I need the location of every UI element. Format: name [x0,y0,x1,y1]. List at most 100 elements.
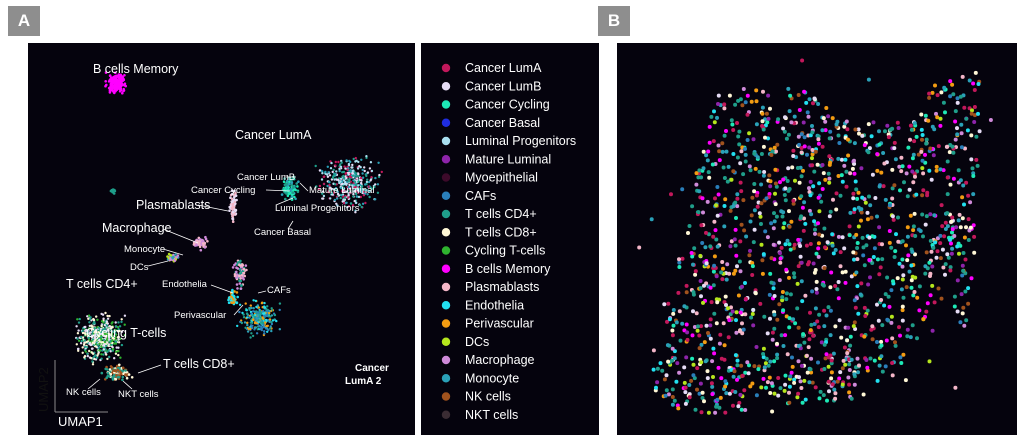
spatial-cell [731,128,736,132]
umap-point [357,180,360,183]
spatial-cell [736,293,741,298]
umap-point [348,191,352,194]
spatial-cell [720,277,725,282]
umap-point [235,301,239,304]
spatial-cell [739,363,744,368]
spatial-cell [860,133,865,138]
umap-point [100,341,104,344]
umap-point [374,176,377,180]
spatial-cell [687,395,692,400]
spatial-cell [700,396,705,400]
umap-point [114,71,117,74]
spatial-cell [777,302,782,307]
umap-point [245,309,248,312]
spatial-cell [670,346,675,351]
spatial-cell [662,302,667,307]
spatial-cell [869,215,874,220]
spatial-cell [805,152,809,157]
spatial-cell [905,194,910,199]
spatial-cell [743,296,748,301]
umap-point [356,172,360,175]
umap-point [121,375,125,379]
spatial-cell [736,98,741,103]
legend-label: Macrophage [465,353,535,367]
leader-line [287,220,294,230]
spatial-cell [899,361,904,365]
spatial-cell [949,251,954,256]
umap-point [251,334,255,338]
spatial-cell [934,168,939,173]
spatial-cell [736,134,741,139]
umap-point [352,169,355,172]
spatial-cell [875,257,880,262]
spatial-cell [826,379,831,384]
umap-point [262,314,266,318]
umap-point [88,321,91,324]
spatial-cell [814,279,819,284]
umap-point [81,346,84,349]
umap-point [235,276,238,279]
umap-point [249,304,252,307]
spatial-cell [786,166,791,171]
spatial-cell [955,132,960,137]
spatial-cell [651,348,656,353]
umap-cluster-label: Luminal Progenitors [275,203,360,214]
umap-point [242,316,246,319]
umap-point [349,202,353,205]
spatial-cell [952,304,957,309]
umap-cluster-label: NK cells [66,387,101,398]
umap-point [287,192,291,196]
umap-point [244,302,247,305]
legend-label: Mature Luminal [465,152,551,166]
spatial-cell [877,272,882,277]
spatial-cell [701,210,705,215]
spatial-cell [864,243,869,248]
umap-point [239,259,242,263]
spatial-cell [691,373,696,378]
umap-point [100,338,103,341]
umap-point [328,174,332,177]
spatial-cell [724,391,729,396]
umap-point [371,187,374,190]
spatial-cell [731,403,735,408]
spatial-cell [867,146,872,151]
umap-point [292,185,295,188]
spatial-cell [802,135,807,140]
spatial-cell [900,264,905,269]
spatial-cell [836,156,841,161]
spatial-cell [723,410,728,415]
umap-point [352,179,355,182]
spatial-cell [949,219,954,224]
spatial-cell [971,81,976,86]
leader-line [162,228,199,244]
umap-point [278,308,281,312]
spatial-cell [743,146,747,151]
umap-point [111,336,115,339]
spatial-cell [862,334,867,339]
umap-point [91,363,95,366]
spatial-cell [709,300,714,305]
spatial-cell [911,224,916,229]
umap-point [118,325,122,328]
umap-point [114,342,118,345]
spatial-cell [871,255,876,259]
leader-line [122,380,133,390]
spatial-cell [878,265,883,270]
spatial-cell [838,250,843,255]
spatial-cell [750,273,755,277]
spatial-cell [929,249,934,254]
spatial-cell [908,137,912,142]
umap-point [94,333,97,337]
umap-point [112,375,115,379]
spatial-cell [786,188,791,193]
spatial-cell [881,184,886,189]
umap-point [245,268,248,272]
spatial-cell [746,371,751,376]
spatial-cell [748,219,753,224]
spatial-cell [757,211,762,216]
umap-point [235,291,239,294]
spatial-cell [828,129,833,134]
spatial-cell [849,274,854,279]
spatial-cell [722,133,727,138]
umap-point [265,309,268,313]
